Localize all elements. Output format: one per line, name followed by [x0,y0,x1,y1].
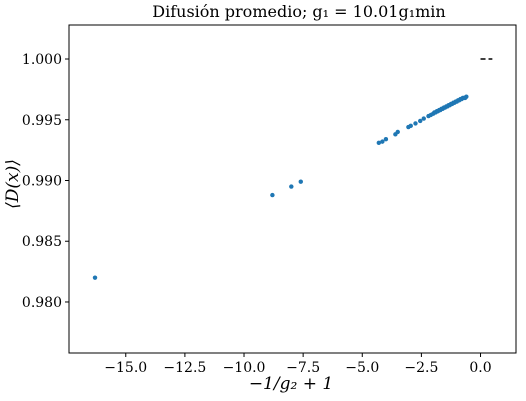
y-tick-label: 0.995 [22,113,62,129]
data-point [464,94,469,99]
x-axis-ticks: −15.0 −12.5 −10.0 −7.5 −5.0 −2.5 0.0 [104,353,492,376]
data-point [298,179,303,184]
data-point [383,136,389,142]
y-tick-label: 1.000 [22,52,62,68]
chart-title: Difusión promedio; g₁ = 10.01g₁min [152,2,445,21]
x-tick-label: −2.5 [404,360,438,376]
data-point [418,118,423,124]
data-point [408,123,413,129]
x-axis-label: −1/g₂ + 1 [249,374,333,394]
data-point [92,275,98,280]
y-tick-label: 0.990 [22,173,62,189]
y-axis-label: ⟨D(x)⟩ [3,159,23,209]
data-point [270,192,275,198]
x-tick-label: −7.5 [286,360,320,376]
x-tick-label: 0.0 [469,360,491,376]
data-point [376,140,382,146]
x-tick-label: −15.0 [104,360,147,376]
x-tick-label: −10.0 [223,360,266,376]
y-tick-label: 0.980 [22,295,62,311]
plot-frame [68,24,517,354]
data-point [289,184,294,189]
y-axis-ticks: 0.980 0.985 0.990 0.995 1.000 [22,52,69,311]
x-tick-label: −5.0 [345,360,379,376]
data-point [413,121,418,126]
scatter-points [92,94,469,280]
data-point [421,116,426,121]
data-point [395,129,400,135]
data-point [380,139,385,144]
x-tick-label: −12.5 [163,360,206,376]
y-tick-label: 0.985 [22,234,62,250]
